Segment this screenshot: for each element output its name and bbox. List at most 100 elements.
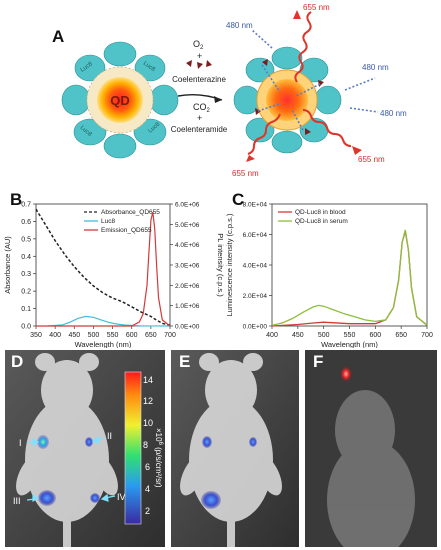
qd-label: QD	[110, 93, 130, 108]
y-tick-label: 0.2	[21, 289, 31, 296]
reactant-label: Coelenterazine	[172, 75, 226, 84]
y-tick-label: 0.4	[21, 254, 31, 261]
x-axis-label: Wavelength (nm)	[321, 340, 378, 348]
luc8-protein-shell	[61, 41, 179, 159]
series-line-qd-luc8-in-serum	[271, 229, 428, 326]
mouse-silhouette	[327, 390, 415, 547]
colorbar-ticks: 14 12 10 8 6 4 2	[143, 375, 153, 516]
wavelength-label-655: 655 nm	[232, 169, 259, 178]
wavelength-label-480: 480 nm	[226, 21, 253, 30]
x-tick-label: 700	[421, 332, 433, 339]
y-tick-label: 0.5	[21, 236, 31, 243]
panel-label-b: B	[10, 190, 23, 209]
y2-tick-label: 4.0E+06	[175, 242, 200, 249]
legend-label: Luc8	[101, 218, 115, 225]
panel-label-f: F	[313, 352, 324, 371]
bret-transfer-480nm	[251, 29, 379, 131]
y-tick-label: 0.0	[21, 324, 31, 331]
in-vivo-image-e: E	[171, 350, 299, 547]
panel-label-e: E	[179, 352, 191, 371]
y-axis-label: Absorbance (AU)	[3, 236, 12, 294]
schematic-panel-a: QD Luc8 Luc8 Luc8 Luc8 O2 + Coelenterazi…	[61, 3, 407, 178]
y2-axis-label: PL intensity (c.p.s.)	[216, 233, 225, 297]
y-tick-label: 8.0E+04	[243, 202, 268, 209]
site-label: I	[19, 438, 22, 448]
y-tick-label: 2.0E+04	[243, 293, 268, 300]
site-label: II	[107, 431, 112, 441]
x-tick-label: 550	[344, 332, 356, 339]
x-tick-label: 500	[318, 332, 330, 339]
x-tick-label: 400	[266, 332, 278, 339]
plus-sign: +	[197, 51, 202, 61]
x-tick-label: 450	[292, 332, 304, 339]
svg-text:6: 6	[145, 462, 150, 472]
y-tick-label: 0.0E+00	[243, 324, 268, 331]
product-label: Coelenteramide	[171, 125, 228, 134]
in-vivo-image-d: I II III IV 14 12 10 8 6 4 2 ×106 (p/s/c…	[5, 350, 165, 547]
x-tick-label: 500	[88, 332, 100, 339]
x-axis-label: Wavelength (nm)	[75, 340, 132, 348]
wavelength-label-655: 655 nm	[303, 3, 330, 12]
legend-label: Absorbance_QD655	[101, 209, 160, 216]
svg-text:2: 2	[145, 506, 150, 516]
svg-text:14: 14	[143, 375, 153, 385]
series-line-qd-luc8-in-blood	[271, 231, 428, 327]
site-label: IV	[117, 492, 126, 502]
y-tick-label: 0.1	[21, 306, 31, 313]
svg-text:12: 12	[143, 396, 153, 406]
y2-tick-label: 6.0E+06	[175, 202, 200, 209]
y2-tick-label: 0.0E+00	[175, 324, 200, 331]
series-line-emission-qd655	[36, 211, 171, 327]
x-tick-label: 550	[107, 332, 119, 339]
x-tick-label: 350	[30, 332, 42, 339]
panel-label-c: C	[232, 190, 245, 209]
x-tick-label: 450	[68, 332, 80, 339]
y-tick-label: 0.6	[21, 219, 31, 226]
y2-tick-label: 5.0E+06	[175, 222, 200, 229]
chart-panel-b: 350 400 450 500 550 600 650 700 0.0 0.1 0.2 0.3 0.4 0…	[3, 202, 225, 349]
x-tick-label: 700	[164, 332, 176, 339]
wavelength-label-480: 480 nm	[380, 109, 407, 118]
co2-label: CO2	[193, 102, 211, 114]
wavelength-label-480: 480 nm	[362, 63, 389, 72]
x-tick-label: 600	[126, 332, 138, 339]
chart-panel-c: 400 450 500 550 600 650 700 0.0E+00 2.0E+04 4.0E+…	[225, 202, 433, 349]
x-tick-label: 400	[49, 332, 61, 339]
y2-tick-label: 2.0E+06	[175, 283, 200, 290]
qd-conjugate-right: 480 nm 480 nm 480 nm 655 nm 655 nm 655 n…	[226, 3, 407, 178]
y-tick-label: 0.7	[21, 202, 31, 209]
reaction-scheme: O2 + Coelenterazine CO2 + Coelenteramide	[171, 39, 228, 134]
mouse-silhouette	[180, 353, 282, 547]
y-tick-label: 0.3	[21, 271, 31, 278]
panel-label-a: A	[52, 27, 65, 46]
wavelength-label-655: 655 nm	[358, 155, 385, 164]
y-axis-label: Luminescence intensity (c.p.s.)	[225, 213, 234, 316]
site-label: III	[13, 496, 21, 506]
svg-text:4: 4	[145, 484, 150, 494]
y-tick-label: 6.0E+04	[243, 232, 268, 239]
colorbar	[124, 371, 142, 525]
svg-text:8: 8	[143, 440, 148, 450]
svg-text:10: 10	[143, 418, 153, 428]
plus-sign: +	[197, 113, 202, 123]
x-tick-label: 650	[145, 332, 157, 339]
x-tick-label: 650	[395, 332, 407, 339]
y-tick-label: 4.0E+04	[243, 263, 268, 270]
y2-tick-label: 3.0E+06	[175, 263, 200, 270]
y2-tick-label: 1.0E+06	[175, 303, 200, 310]
colorbar-unit: ×106 (p/s/cm²/sr)	[154, 428, 163, 488]
qd-emission-655nm	[247, 11, 352, 155]
oxygen-label: O2	[193, 39, 204, 51]
qd-conjugate-left: QD Luc8 Luc8 Luc8 Luc8	[61, 41, 179, 159]
site-arrows	[26, 435, 116, 503]
x-tick-label: 600	[369, 332, 381, 339]
series-line-luc8	[47, 315, 171, 327]
coelenterazine-glyphs	[186, 60, 212, 69]
legend-label: QD-Luc8 in blood	[295, 209, 346, 216]
coelenterazine-glyphs	[255, 59, 324, 135]
legend-label: Emission_QD655	[101, 227, 152, 234]
luc8-protein-shell	[233, 46, 342, 154]
in-vivo-image-f: F	[305, 350, 437, 547]
legend-label: QD-Luc8 in serum	[295, 218, 348, 225]
panel-label-d: D	[11, 352, 24, 371]
